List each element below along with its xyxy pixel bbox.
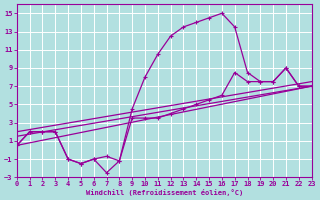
X-axis label: Windchill (Refroidissement éolien,°C): Windchill (Refroidissement éolien,°C) (85, 189, 243, 196)
